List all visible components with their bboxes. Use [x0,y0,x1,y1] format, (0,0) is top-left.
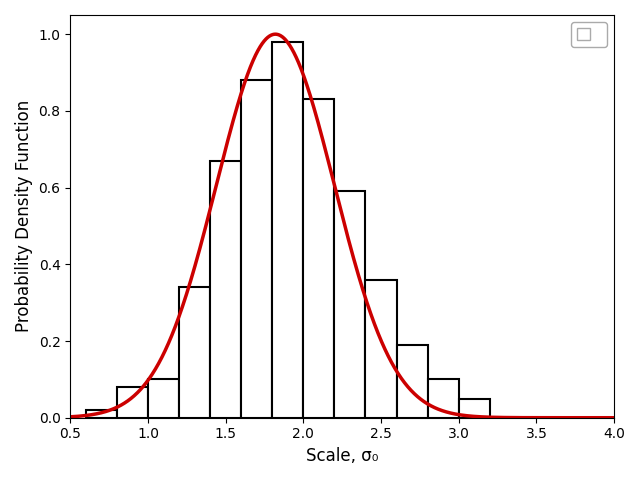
Bar [272,42,303,418]
Bar [459,398,490,418]
Bar [148,379,179,418]
Bar [397,345,428,418]
Bar [335,192,365,418]
Bar [86,410,117,418]
Bar [179,288,210,418]
Bar [210,161,241,418]
X-axis label: Scale, σ₀: Scale, σ₀ [306,447,378,465]
Bar [428,379,459,418]
Bar [303,99,335,418]
Y-axis label: Probability Density Function: Probability Density Function [15,100,33,333]
Bar [117,387,148,418]
Legend:  [571,22,607,47]
Bar [241,80,272,418]
Bar [365,280,397,418]
